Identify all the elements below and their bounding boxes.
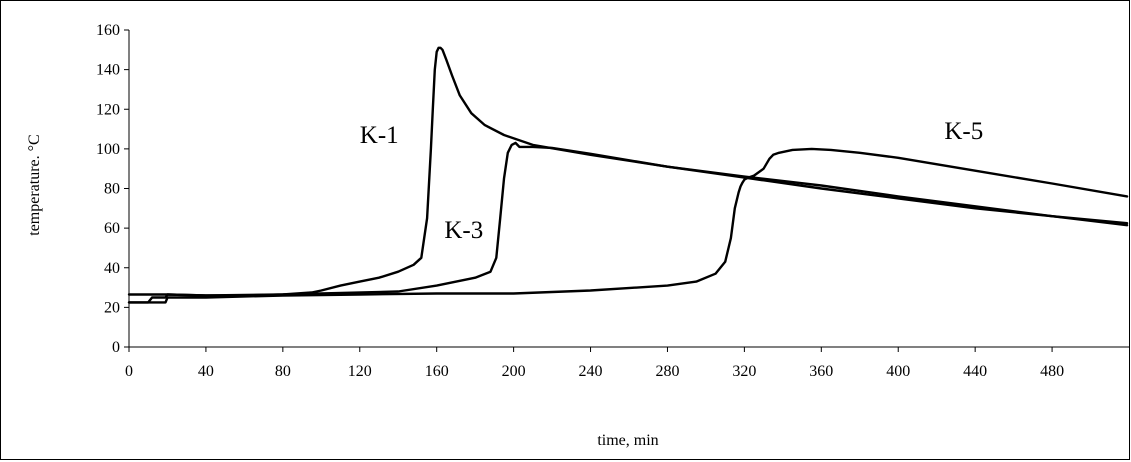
series-label-k-1: K-1 [360,122,399,149]
x-tick-label: 160 [425,363,449,380]
series-line-k-5 [127,147,1129,304]
x-tick-label: 120 [348,363,372,380]
y-tick-label: 20 [104,299,120,316]
x-tick-label: 40 [198,363,214,380]
y-tick-label: 40 [104,260,120,277]
y-tick-label: 60 [104,220,120,237]
series-line-k-3 [127,141,1129,304]
x-tick-label: 0 [125,363,133,380]
series-labels: K-1 K-3 K-5 [360,118,984,244]
series-label-k-5: K-5 [944,118,983,145]
x-tick-label: 280 [655,363,679,380]
y-tick-label: 160 [96,22,120,39]
x-tick-label: 440 [963,363,987,380]
x-tick-label: 360 [809,363,833,380]
x-tick-label: 200 [502,363,526,380]
x-tick-label: 80 [275,363,291,380]
y-tick-label: 100 [96,141,120,158]
x-axis-title: time, min [597,432,658,449]
series-label-k-3: K-3 [444,217,483,244]
axes: 0 20 40 60 80 100 120 140 160 0 40 80 120 160 200 240 28… [96,22,1129,380]
y-tick-label: 0 [112,339,120,356]
series-lines [127,46,1129,304]
x-tick-label: 480 [1040,363,1064,380]
x-tick-label: 320 [732,363,756,380]
y-tick-label: 80 [104,181,120,198]
y-tick-label: 120 [96,101,120,118]
y-tick-label: 140 [96,62,120,79]
x-tick-label: 400 [886,363,910,380]
x-tick-label: 240 [579,363,603,380]
y-axis-title: temperature. °C [26,134,43,235]
